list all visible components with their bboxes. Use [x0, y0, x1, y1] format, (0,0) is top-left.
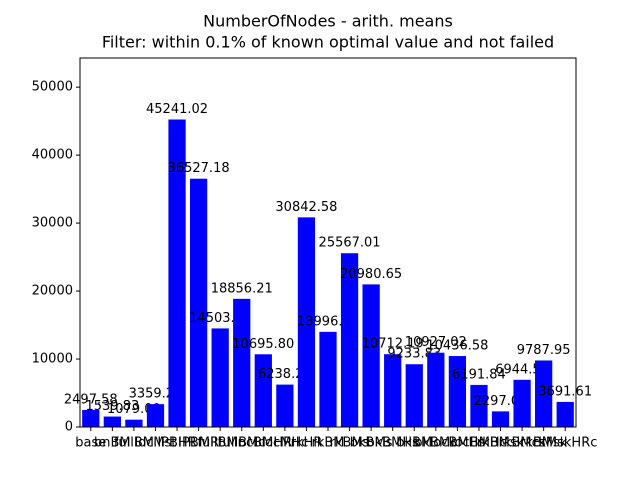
bar: [470, 384, 488, 427]
x-tick-label: base: [75, 436, 106, 451]
value-label: 6191.84: [452, 367, 506, 382]
x-tick-label: bkBMc: [414, 436, 457, 451]
x-tick-label: rkBMsk: [477, 436, 525, 451]
x-tick-label: rkHR: [291, 436, 323, 451]
bar: [384, 354, 402, 427]
x-tick-label: locBMHc: [451, 436, 507, 451]
x-tick-label: rkMskHRc: [533, 436, 597, 451]
value-label: 30842.58: [275, 200, 337, 215]
value-label: 10712.19: [362, 337, 424, 352]
bar: [340, 253, 359, 427]
bar: [125, 419, 143, 427]
bar: [513, 379, 531, 427]
value-label: 10695.80: [232, 337, 294, 352]
x-tick-label: locMst: [135, 436, 177, 451]
value-label: 9787.95: [517, 343, 571, 358]
bar: [491, 411, 510, 427]
bar: [82, 410, 100, 427]
value-label: 10927.02: [405, 335, 467, 350]
x-tick-label: rkBMcs: [499, 436, 546, 451]
bar: [319, 331, 337, 427]
bar: [362, 284, 380, 427]
y-tick-label: 0: [65, 420, 73, 435]
x-tick-label: IPBHR: [157, 436, 196, 451]
bar: [254, 354, 272, 427]
bar: [189, 178, 208, 427]
x-tick-label: rkBM: [311, 436, 344, 451]
y-tick-label: 50000: [32, 80, 73, 95]
x-tick-label: bkBMHs: [366, 436, 419, 451]
bar: [233, 298, 251, 427]
x-tick-label: IPBMR: [178, 436, 219, 451]
x-tick-label: locBMHR: [234, 436, 292, 451]
bar: [535, 360, 553, 427]
value-label: 3691.61: [538, 384, 592, 399]
plot-frame: [79, 57, 577, 428]
bar: [556, 401, 574, 427]
x-tick-label: fullBMr: [197, 436, 243, 451]
x-tick-label: bnBM: [94, 436, 131, 451]
y-tick-label: 30000: [32, 216, 73, 231]
value-label: 2497.58: [64, 393, 118, 408]
chart-subtitle: Filter: within 0.1% of known optimal val…: [102, 33, 554, 52]
x-tick-label: bkBM: [396, 436, 432, 451]
x-tick-label: fullBMc: [218, 436, 265, 451]
x-tick-label: locBMHs: [430, 436, 486, 451]
bar: [146, 404, 165, 427]
chart-title: NumberOfNodes - arith. means: [203, 12, 453, 31]
bar: [276, 384, 294, 427]
y-tick-label: 20000: [32, 284, 73, 299]
y-tick-label: 10000: [32, 352, 73, 367]
y-tick-label: 40000: [32, 148, 73, 163]
value-label: 25567.01: [319, 236, 381, 251]
bar: [168, 119, 186, 427]
bar: [448, 356, 467, 427]
value-label: 18856.21: [211, 281, 273, 296]
value-label: 36527.18: [168, 161, 230, 176]
x-tick-label: fullBM: [114, 436, 154, 451]
bar: [297, 217, 316, 427]
bar: [405, 364, 423, 427]
value-label: 10436.58: [426, 339, 488, 354]
x-tick-label: bkBMs: [350, 436, 393, 451]
x-tick-label: rkBMs: [330, 436, 370, 451]
x-tick-label: rkBMsk: [520, 436, 568, 451]
bar: [211, 328, 229, 427]
bar: [103, 416, 121, 427]
value-label: 20980.65: [340, 267, 402, 282]
value-label: 1539.83: [85, 399, 139, 414]
value-label: 45241.02: [146, 102, 208, 117]
bar: [427, 352, 445, 427]
x-tick-label: locMHc: [261, 436, 308, 451]
